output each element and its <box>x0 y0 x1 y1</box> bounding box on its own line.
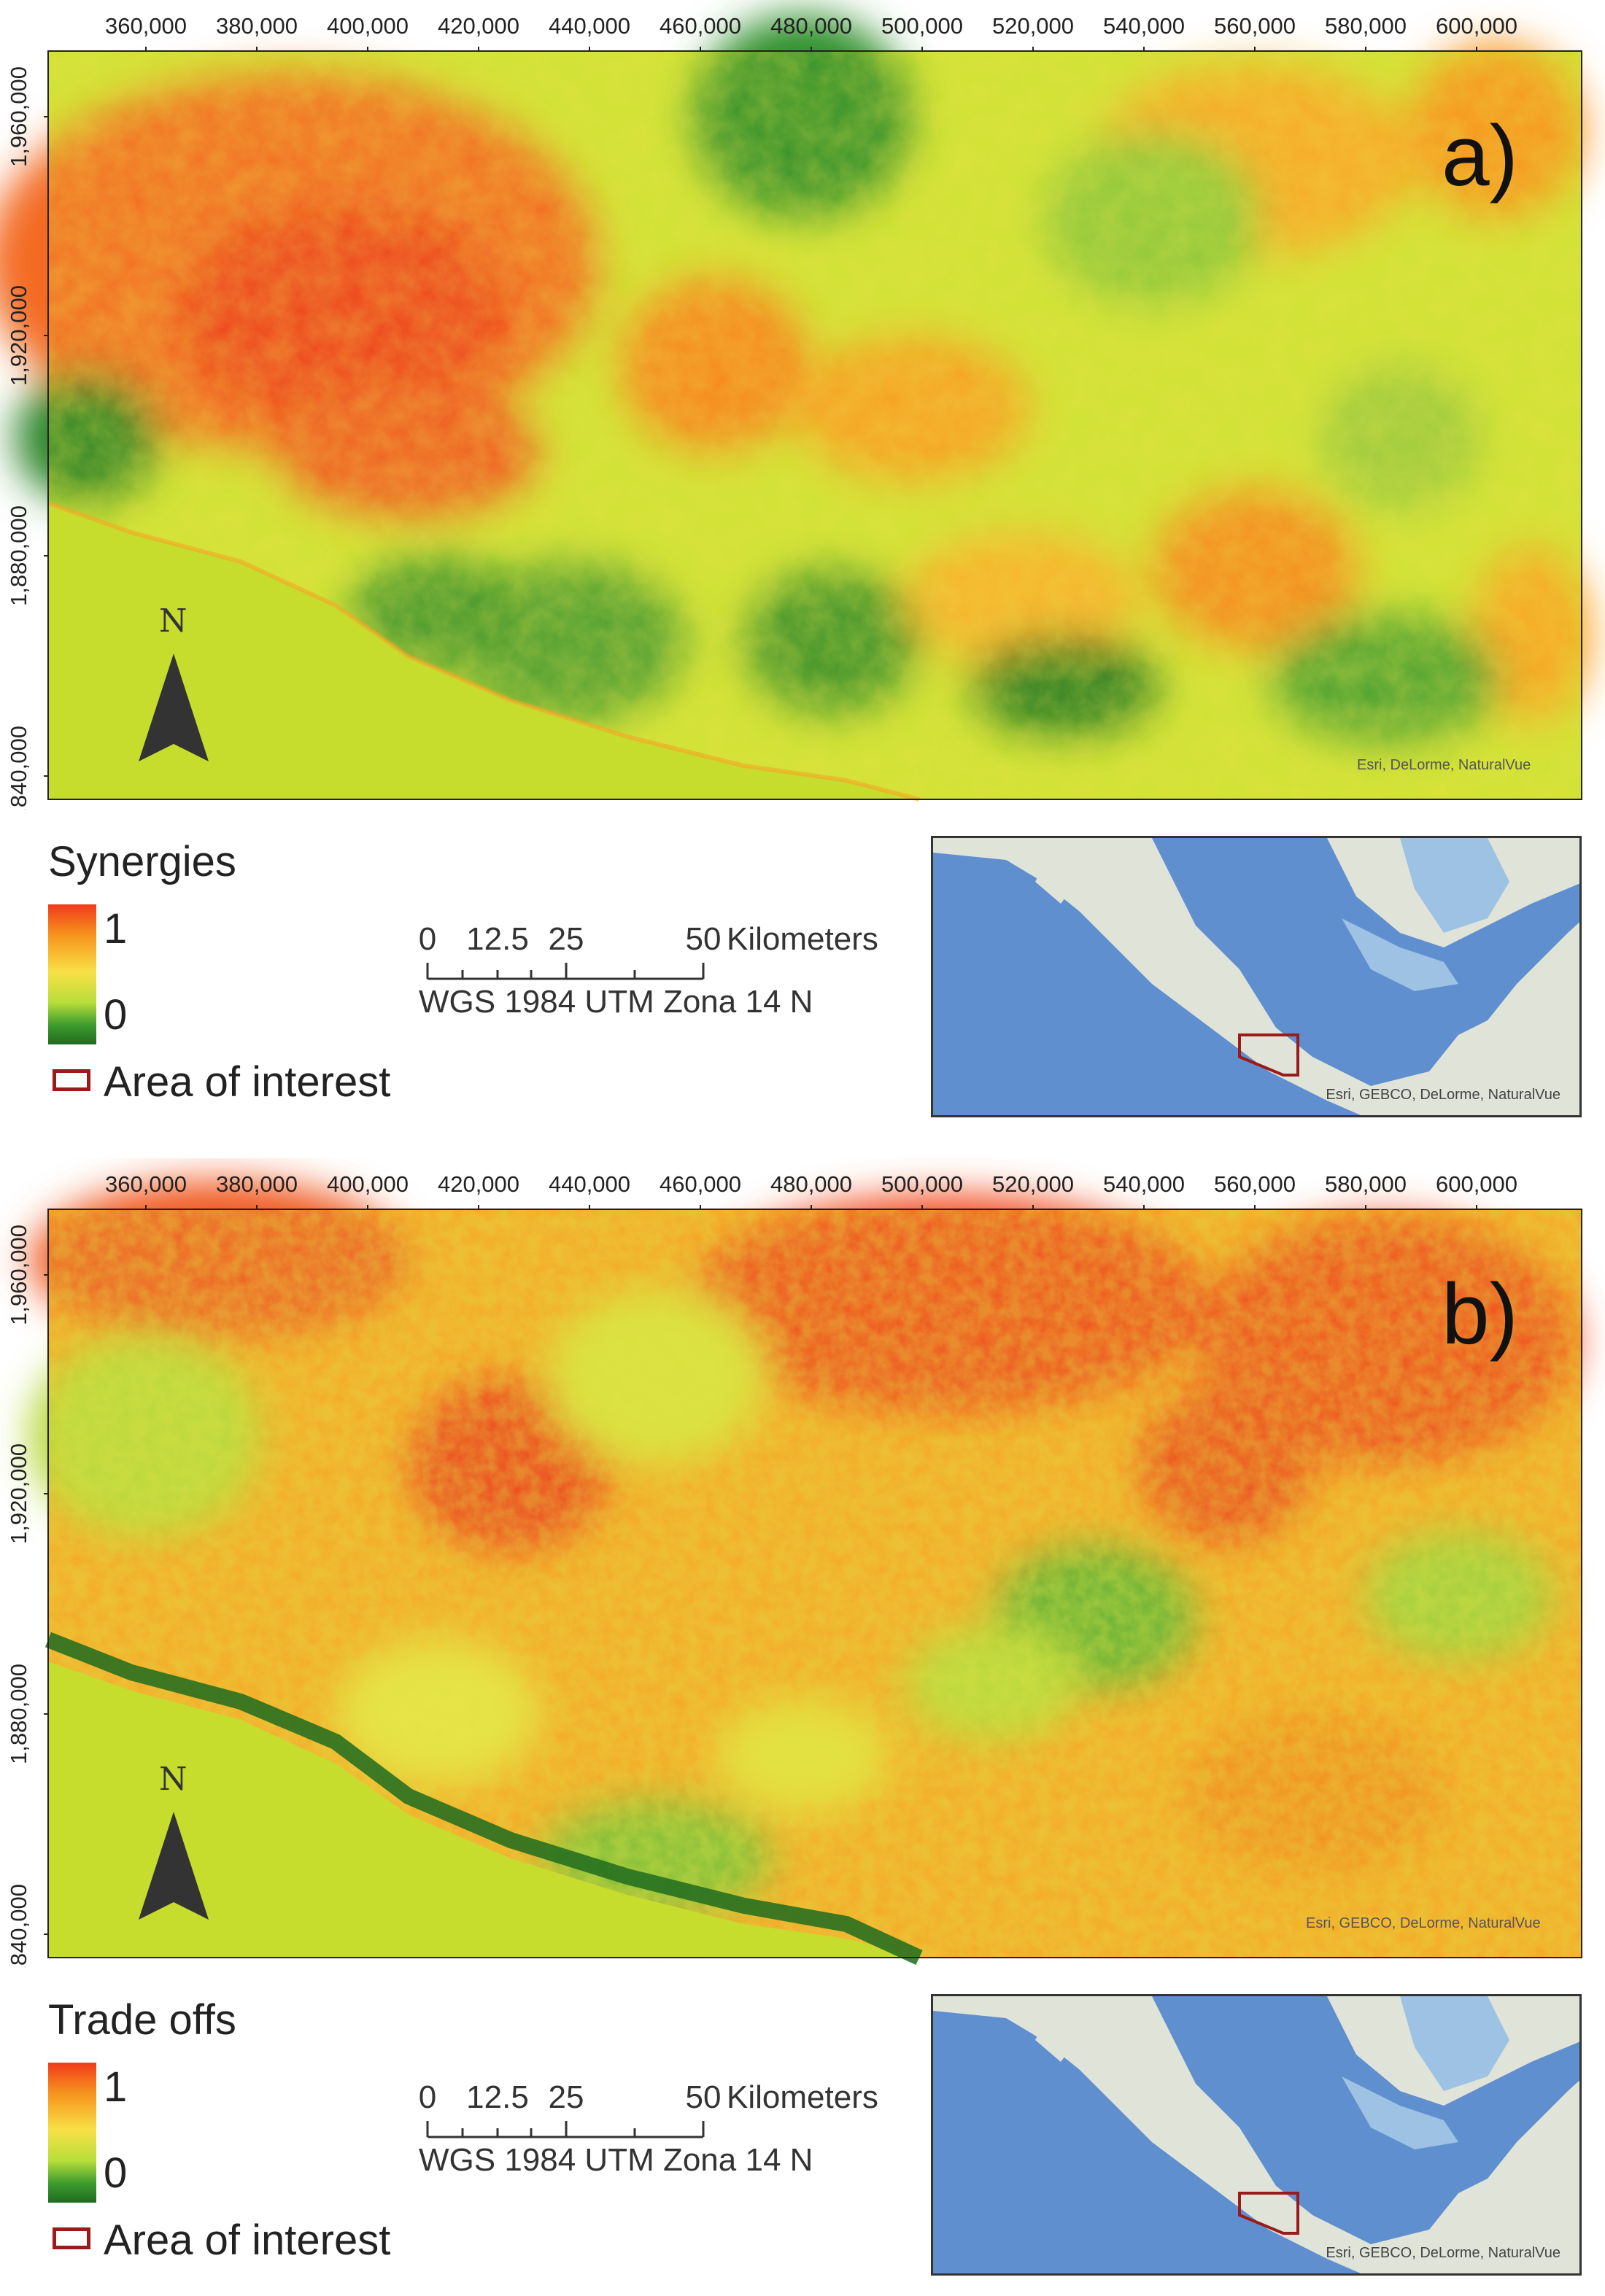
inset-credit: Esri, GEBCO, DeLorme, NaturalVue <box>1326 1087 1560 1103</box>
scale-label-0: 0 <box>419 2079 436 2115</box>
scale-label-0: 0 <box>419 921 436 957</box>
y-tick-label: 1,840,000 <box>6 1884 31 1968</box>
scale-bar: 0 12.5 25 50 Kilometers WGS 1984 UTM Zon… <box>419 2079 878 2178</box>
scale-label-12-5: 12.5 <box>466 2079 529 2115</box>
scale-unit: Kilometers <box>727 2079 878 2115</box>
x-tick-label: 600,000 <box>1436 13 1517 39</box>
synergies-map[interactable]: 360,000 380,000 400,000 420,000 440,000 460,0… <box>0 0 1605 810</box>
x-tick-label: 380,000 <box>216 13 298 39</box>
map-credit: Esri, DeLorme, NaturalVue <box>1357 757 1531 773</box>
aoi-swatch-icon <box>53 1069 90 1091</box>
x-tick-label: 400,000 <box>327 13 409 39</box>
panel-letter: b) <box>1442 1266 1518 1362</box>
x-tick-label: 520,000 <box>992 13 1074 39</box>
legend-high-label: 1 <box>104 2063 128 2111</box>
x-tick-label: 500,000 <box>881 1171 963 1197</box>
scale-unit: Kilometers <box>727 921 878 957</box>
aoi-outline <box>1238 1033 1299 1077</box>
scale-label-50: 50 <box>686 921 722 957</box>
projection-label: WGS 1984 UTM Zona 14 N <box>419 2142 813 2178</box>
scale-label-12-5: 12.5 <box>466 921 529 957</box>
panel-letter: a) <box>1442 108 1518 204</box>
north-label: N <box>159 602 187 640</box>
y-tick-label: 1,880,000 <box>6 1664 31 1764</box>
scale-label-50: 50 <box>686 2079 722 2115</box>
north-arrow-icon <box>139 1812 209 1920</box>
x-tick-label: 460,000 <box>660 13 741 39</box>
y-tick-label: 1,960,000 <box>6 66 31 167</box>
locator-inset-map: Esri, GEBCO, DeLorme, NaturalVue <box>931 836 1582 1117</box>
legend-low-label: 0 <box>104 2149 128 2197</box>
x-tick-label: 420,000 <box>438 13 519 39</box>
x-tick-label: 540,000 <box>1103 1171 1185 1197</box>
locator-inset-map: Esri, GEBCO, DeLorme, NaturalVue <box>931 1994 1582 2276</box>
scale-label-25: 25 <box>549 921 584 957</box>
legend-title: Synergies <box>48 838 236 885</box>
legend-low-label: 0 <box>104 991 128 1039</box>
scale-bar: 0 12.5 25 50 Kilometers WGS 1984 UTM Zon… <box>419 921 878 1020</box>
trade-offs-map[interactable]: 360,000 380,000 400,000 420,000 440,000 460,0… <box>0 1158 1605 1968</box>
x-tick-label: 580,000 <box>1325 1171 1407 1197</box>
x-tick-label: 540,000 <box>1103 13 1185 39</box>
y-tick-label: 1,920,000 <box>6 285 31 386</box>
y-tick-label: 1,960,000 <box>6 1225 31 1325</box>
x-tick-label: 360,000 <box>105 13 187 39</box>
x-tick-label: 520,000 <box>992 1171 1074 1197</box>
x-tick-label: 480,000 <box>770 1171 852 1197</box>
x-tick-label: 600,000 <box>1436 1171 1517 1197</box>
legend-high-label: 1 <box>104 905 128 953</box>
y-tick-label: 1,840,000 <box>6 726 31 810</box>
projection-label: WGS 1984 UTM Zona 14 N <box>419 984 813 1020</box>
y-tick-label: 1,920,000 <box>6 1443 31 1544</box>
aoi-label: Area of interest <box>104 1058 391 1106</box>
y-tick-label: 1,880,000 <box>6 505 31 606</box>
x-tick-label: 500,000 <box>881 13 963 39</box>
north-arrow-icon <box>139 653 209 761</box>
x-tick-label: 460,000 <box>660 1171 741 1197</box>
legend-title: Trade offs <box>48 1996 236 2044</box>
x-tick-label: 440,000 <box>549 13 630 39</box>
x-tick-label: 420,000 <box>438 1171 519 1197</box>
aoi-label: Area of interest <box>104 2217 391 2264</box>
panel-trade-offs: 360,000 380,000 400,000 420,000 440,000 460,0… <box>0 1158 1605 2296</box>
x-tick-label: 380,000 <box>216 1171 298 1197</box>
x-tick-label: 400,000 <box>327 1171 409 1197</box>
north-label: N <box>159 1761 187 1798</box>
x-tick-label: 560,000 <box>1214 1171 1296 1197</box>
scale-label-25: 25 <box>549 2079 584 2115</box>
map-credit: Esri, GEBCO, DeLorme, NaturalVue <box>1306 1915 1541 1931</box>
aoi-outline <box>1238 2192 1299 2235</box>
legend-color-ramp <box>48 904 96 1044</box>
x-tick-label: 360,000 <box>105 1171 187 1197</box>
panel-synergies: 360,000 380,000 400,000 420,000 440,000 460,0… <box>0 0 1605 1138</box>
inset-credit: Esri, GEBCO, DeLorme, NaturalVue <box>1326 2245 1560 2261</box>
x-tick-label: 560,000 <box>1214 13 1296 39</box>
aoi-swatch-icon <box>53 2227 90 2249</box>
x-tick-label: 580,000 <box>1325 13 1407 39</box>
legend-color-ramp <box>48 2063 96 2203</box>
x-tick-label: 440,000 <box>549 1171 630 1197</box>
x-tick-label: 480,000 <box>770 13 852 39</box>
